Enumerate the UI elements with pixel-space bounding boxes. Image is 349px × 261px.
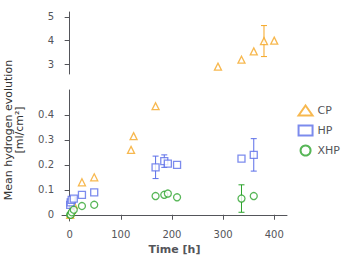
svg-text:0: 0 <box>66 229 72 240</box>
svg-text:200: 200 <box>162 229 181 240</box>
svg-text:3: 3 <box>48 59 54 70</box>
svg-text:[ml/cm²]: [ml/cm²] <box>13 106 26 153</box>
svg-text:0.4: 0.4 <box>38 109 54 120</box>
svg-text:0.1: 0.1 <box>38 184 54 195</box>
svg-text:Mean hydrogen evolution: Mean hydrogen evolution <box>2 59 15 201</box>
svg-text:XHP: XHP <box>318 144 341 157</box>
svg-text:0.2: 0.2 <box>38 159 54 170</box>
svg-text:HP: HP <box>318 124 333 137</box>
svg-text:Time [h]: Time [h] <box>149 243 201 256</box>
svg-text:0: 0 <box>48 209 54 220</box>
svg-text:100: 100 <box>111 229 130 240</box>
svg-text:0.3: 0.3 <box>38 134 54 145</box>
svg-text:5: 5 <box>48 11 54 22</box>
svg-text:CP: CP <box>318 104 333 117</box>
svg-text:300: 300 <box>214 229 233 240</box>
svg-text:400: 400 <box>265 229 284 240</box>
svg-text:4: 4 <box>48 35 54 46</box>
